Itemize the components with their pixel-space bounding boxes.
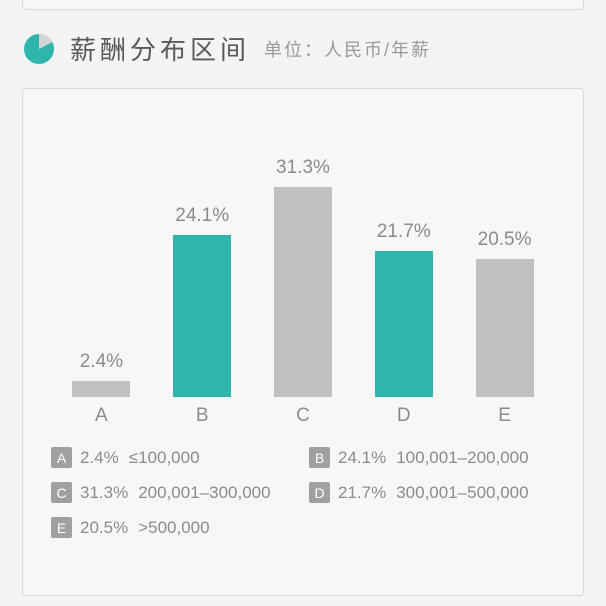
legend-percent: 24.1% xyxy=(338,448,386,468)
bar-col-d: 21.7% xyxy=(353,221,454,397)
bar-col-b: 24.1% xyxy=(152,205,253,397)
legend-badge: C xyxy=(51,482,72,503)
legend-badge: D xyxy=(309,482,330,503)
legend-range: 200,001–300,000 xyxy=(138,483,270,503)
section-title: 薪酬分布区间 xyxy=(70,30,250,67)
pie-chart-icon xyxy=(22,32,56,66)
legend-badge: E xyxy=(51,517,72,538)
legend-percent: 2.4% xyxy=(80,448,119,468)
bar-value-label: 24.1% xyxy=(175,205,229,227)
legend-item-b: B 24.1% 100,001–200,000 xyxy=(309,447,559,468)
axis-label: E xyxy=(454,405,555,427)
axis-label: C xyxy=(253,405,354,427)
section-subtitle: 单位：人民币/年薪 xyxy=(264,36,431,62)
bar-value-label: 21.7% xyxy=(377,221,431,243)
bar-value-label: 20.5% xyxy=(478,229,532,251)
bar xyxy=(274,187,332,397)
bar xyxy=(72,381,130,397)
legend-range: 100,001–200,000 xyxy=(396,448,528,468)
legend-item-a: A 2.4% ≤100,000 xyxy=(51,447,301,468)
legend-range: >500,000 xyxy=(138,518,209,538)
bar xyxy=(173,235,231,397)
axis-label: A xyxy=(51,405,152,427)
legend-range: ≤100,000 xyxy=(129,448,200,468)
bar-value-label: 31.3% xyxy=(276,157,330,179)
bar xyxy=(476,259,534,397)
bar xyxy=(375,251,433,397)
axis-label: D xyxy=(353,405,454,427)
legend-badge: A xyxy=(51,447,72,468)
legend-percent: 21.7% xyxy=(338,483,386,503)
bar-chart: 2.4% 24.1% 31.3% 21.7% 20.5% ABCDE xyxy=(51,107,555,427)
legend-item-e: E 20.5% >500,000 xyxy=(51,517,301,538)
legend-badge: B xyxy=(309,447,330,468)
bar-col-c: 31.3% xyxy=(253,157,354,397)
section-header: 薪酬分布区间 单位：人民币/年薪 xyxy=(22,30,584,67)
bar-col-a: 2.4% xyxy=(51,351,152,397)
legend-item-d: D 21.7% 300,001–500,000 xyxy=(309,482,559,503)
legend-percent: 31.3% xyxy=(80,483,128,503)
previous-card-stub xyxy=(22,0,584,10)
bar-col-e: 20.5% xyxy=(454,229,555,397)
legend-range: 300,001–500,000 xyxy=(396,483,528,503)
chart-card: 2.4%24.1%31.3%21.7%20.5% ABCDE A2.4%≤100… xyxy=(22,88,584,596)
axis-label: B xyxy=(152,405,253,427)
bar-value-label: 2.4% xyxy=(80,351,123,373)
legend-percent: 20.5% xyxy=(80,518,128,538)
legend-item-c: C 31.3% 200,001–300,000 xyxy=(51,482,301,503)
legend: A 2.4% ≤100,000 B 24.1% 100,001–200,000 C 31.3%… xyxy=(51,447,559,538)
